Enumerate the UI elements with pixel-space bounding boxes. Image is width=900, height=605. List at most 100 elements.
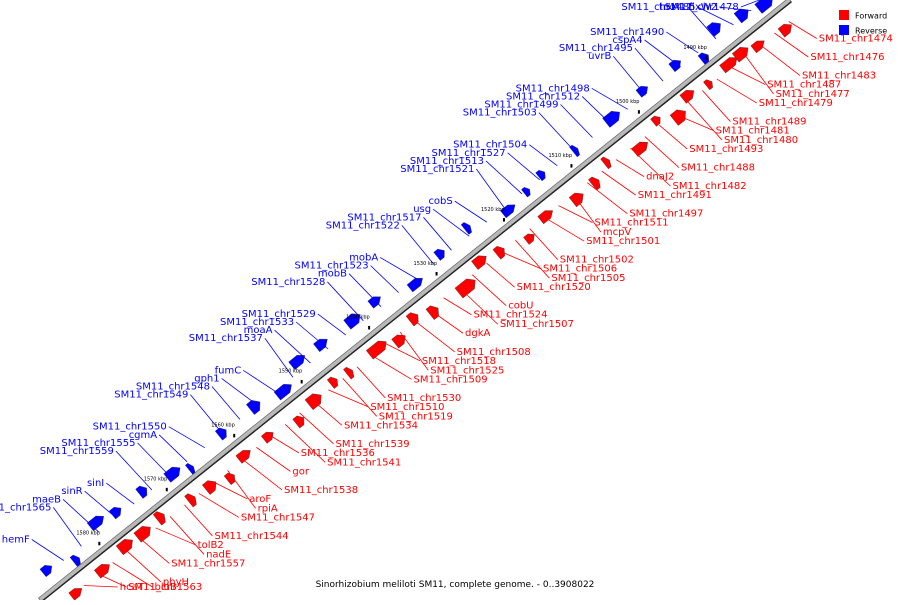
forward-gene-arrow	[292, 415, 305, 429]
gene-label: fumC	[215, 365, 242, 376]
leader-line	[719, 6, 752, 12]
forward-gene-arrow	[492, 246, 505, 260]
gene-label: SM11_chr1480	[724, 135, 798, 146]
gene-label: SM11_chr1474	[819, 33, 893, 44]
tick-label: 1530 kbp	[414, 261, 438, 267]
leader-line	[115, 450, 153, 491]
forward-gene-arrow	[367, 296, 381, 309]
tick-marks: 1490 kbp 1500 kbp 1510 kbp 1520 kbp 1530 kbp…	[76, 45, 708, 546]
forward-gene-arrow	[425, 305, 439, 320]
leader-line	[454, 200, 487, 223]
tick-label: 1500 kbp	[616, 99, 640, 105]
leader-line	[327, 281, 364, 322]
gene-label: SM11_chr1549	[114, 390, 188, 401]
forward-gene-arrow	[733, 8, 749, 24]
forward-gene-arrow	[163, 466, 181, 483]
tick-label: 1560 kbp	[211, 423, 235, 429]
gene-label: dnaJ2	[646, 172, 674, 183]
tick-mark	[705, 56, 708, 60]
leader-line	[243, 369, 276, 392]
gene-label: SM11_chr1478	[665, 2, 739, 13]
gene-label: rpiA	[258, 503, 278, 514]
legend: Forward Reverse	[839, 10, 887, 36]
gene-label: SM11_chr1504	[453, 140, 527, 151]
leader-line	[432, 208, 470, 237]
leader-line	[62, 499, 100, 533]
gene-label: SM11_chr1520	[517, 282, 591, 293]
forward-gene-arrow	[235, 450, 251, 464]
leader-line	[137, 442, 170, 477]
forward-gene-arrow	[454, 278, 476, 299]
leader-line	[270, 435, 299, 454]
leader-line	[264, 337, 294, 378]
gene-label: SM11_chr1523	[295, 261, 369, 272]
leader-line	[613, 55, 646, 96]
forward-gene-arrow	[706, 22, 721, 37]
leader-line	[591, 87, 628, 110]
leader-line	[414, 320, 455, 353]
gene-label: SM11_chr1563	[128, 582, 202, 593]
gene-label: SM11_chr1536	[301, 448, 375, 459]
forward-gene-arrow	[391, 334, 406, 349]
gene-label: sinI	[87, 478, 104, 489]
leader-line	[342, 378, 378, 417]
forward-gene-arrow	[471, 255, 487, 270]
leader-line	[97, 573, 127, 588]
gene-label: SM11_chr1513	[410, 156, 484, 167]
gene-label: SM11_chr1565	[0, 502, 51, 513]
leader-lines	[31, 0, 817, 588]
axis-line	[40, 1, 792, 603]
gene-label: SM11_chr1481	[716, 126, 790, 137]
gene-label: SM11_chr1501	[586, 236, 660, 247]
tick-mark	[570, 164, 573, 168]
forward-gene-arrow	[406, 277, 423, 293]
gene-label: dgkA	[465, 328, 490, 339]
leader-line	[529, 144, 558, 167]
forward-gene-arrow	[133, 526, 151, 543]
leader-line	[644, 39, 681, 68]
gene-label: mobA	[349, 253, 378, 264]
gene-label: SM11_chr1525	[430, 365, 504, 376]
gene-label: SM11_chr1529	[242, 309, 316, 320]
tick-label: 1550 kbp	[279, 369, 303, 375]
tick-label: 1580 kbp	[76, 531, 100, 537]
tick-mark	[637, 110, 640, 114]
leader-line	[485, 160, 523, 195]
gene-label: cgmA	[129, 430, 158, 441]
gene-label: SM11_chr1533	[220, 317, 294, 328]
leader-line	[328, 389, 369, 408]
forward-gene-arrow	[313, 338, 328, 353]
gene-label: SM11_chr1490	[590, 27, 664, 38]
gene-label: SM11_chr1519	[379, 411, 453, 422]
forward-gene-arrow	[433, 248, 445, 261]
gene-label: gor	[292, 466, 309, 477]
forward-gene-arrow	[152, 511, 166, 526]
gene-label: aroF	[249, 494, 271, 505]
leader-line	[168, 426, 205, 449]
forward-gene-arrow	[86, 515, 104, 532]
gene-label: SM11_chr1485	[621, 2, 695, 13]
gene-label: cobU	[508, 301, 533, 312]
forward-gene-arrow	[635, 85, 648, 98]
forward-gene-arrow	[703, 79, 713, 91]
leader-line	[666, 31, 699, 54]
leader-line	[284, 424, 326, 463]
gene-label: phyH	[163, 577, 189, 588]
forward-gene-arrow	[223, 472, 236, 486]
gene-label: SM11_chr1521	[400, 164, 474, 175]
leader-line	[213, 481, 248, 500]
leader-line	[227, 470, 256, 509]
leader-line	[106, 482, 135, 505]
leader-line	[716, 78, 758, 104]
gene-label: bluB	[155, 582, 177, 593]
leader-line	[630, 147, 671, 187]
forward-gene-arrow	[521, 187, 531, 198]
gene-label: SM11_chr1555	[61, 438, 135, 449]
leader-line	[198, 493, 240, 518]
gene-label: SM11_chr1499	[484, 100, 558, 111]
leader-line	[211, 386, 241, 420]
gene-label: nadE	[206, 549, 231, 560]
leader-line	[428, 308, 464, 334]
leader-line	[788, 21, 817, 39]
tick-mark	[435, 272, 438, 276]
